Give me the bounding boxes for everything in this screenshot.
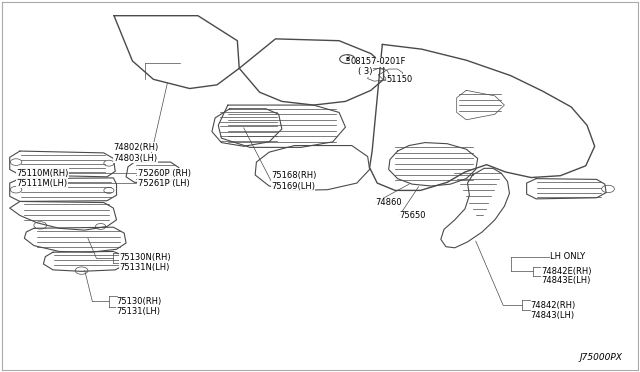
Text: 74860: 74860 (375, 198, 402, 207)
Text: 75650: 75650 (399, 211, 426, 220)
Text: 75110M(RH): 75110M(RH) (16, 169, 68, 177)
Text: 75168(RH): 75168(RH) (271, 171, 316, 180)
Text: ( 3): ( 3) (358, 67, 372, 77)
Text: 74842(RH): 74842(RH) (530, 301, 575, 310)
Text: 51150: 51150 (387, 75, 413, 84)
Text: LH ONLY: LH ONLY (550, 252, 586, 261)
Text: 74802(RH): 74802(RH) (113, 143, 159, 152)
Text: 08157-0201F: 08157-0201F (351, 57, 406, 66)
Text: J75000PX: J75000PX (579, 353, 622, 362)
Text: 75111M(LH): 75111M(LH) (16, 179, 67, 187)
Text: B: B (345, 57, 349, 62)
Text: 75131(LH): 75131(LH) (116, 307, 161, 316)
Text: 74843(LH): 74843(LH) (530, 311, 574, 320)
Text: 74843E(LH): 74843E(LH) (541, 276, 591, 285)
Text: 75131N(LH): 75131N(LH) (120, 263, 170, 272)
Text: 75169(LH): 75169(LH) (271, 182, 315, 190)
Text: 75261P (LH): 75261P (LH) (138, 179, 189, 187)
Text: 74842E(RH): 74842E(RH) (541, 267, 592, 276)
Text: 75260P (RH): 75260P (RH) (138, 169, 191, 177)
Text: 74803(LH): 74803(LH) (113, 154, 157, 163)
Text: 75130N(RH): 75130N(RH) (120, 253, 172, 262)
Text: 75130(RH): 75130(RH) (116, 297, 162, 307)
